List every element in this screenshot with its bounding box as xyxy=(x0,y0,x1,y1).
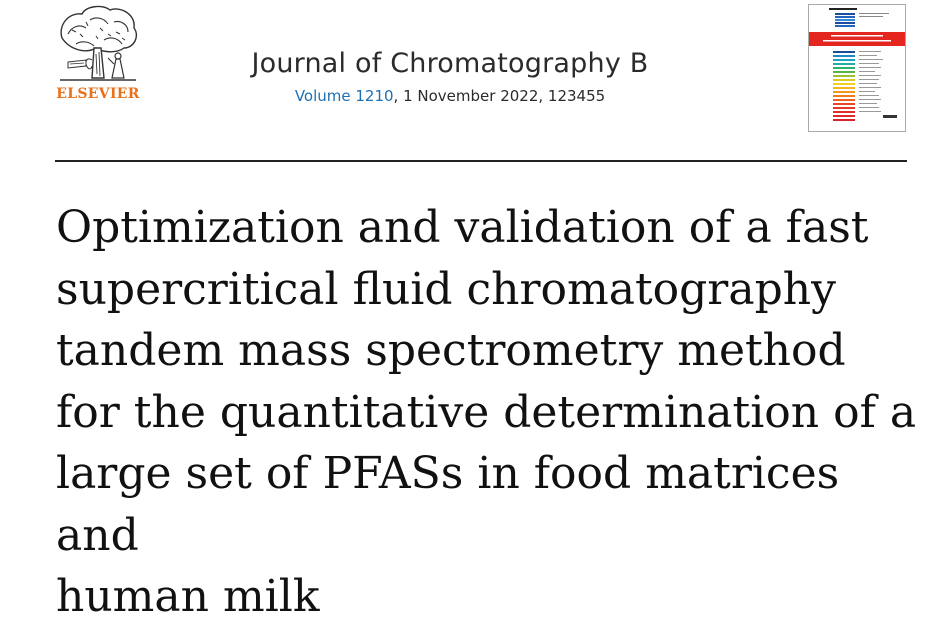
article-title-line: for the quantitative determination of a xyxy=(56,386,917,438)
issue-date-article-number: , 1 November 2022, 123455 xyxy=(393,87,606,105)
issue-info: Volume 1210, 1 November 2022, 123455 xyxy=(200,87,700,105)
elsevier-tree-icon xyxy=(56,4,140,84)
article-title-line: human milk xyxy=(56,571,320,622)
publisher-logo: ELSEVIER xyxy=(50,4,146,102)
article-title-line: supercritical fluid chromatography xyxy=(56,263,836,315)
article-title-line: Optimization and validation of a fast xyxy=(56,202,869,253)
volume-link[interactable]: Volume 1210 xyxy=(294,87,394,105)
article-title-line: large set of PFASs in food matrices and xyxy=(56,448,840,561)
journal-cover-thumbnail[interactable] xyxy=(808,4,906,132)
article-title-line: tandem mass spectrometry method xyxy=(56,325,846,376)
header-divider xyxy=(55,160,907,162)
article-title: Optimization and validation of a fast su… xyxy=(56,197,926,628)
journal-cover-thumbnail-icon xyxy=(809,8,905,121)
journal-name[interactable]: Journal of Chromatography B xyxy=(251,48,649,79)
publisher-name: ELSEVIER xyxy=(56,86,140,102)
journal-masthead: Journal of Chromatography B Volume 1210,… xyxy=(200,48,700,105)
